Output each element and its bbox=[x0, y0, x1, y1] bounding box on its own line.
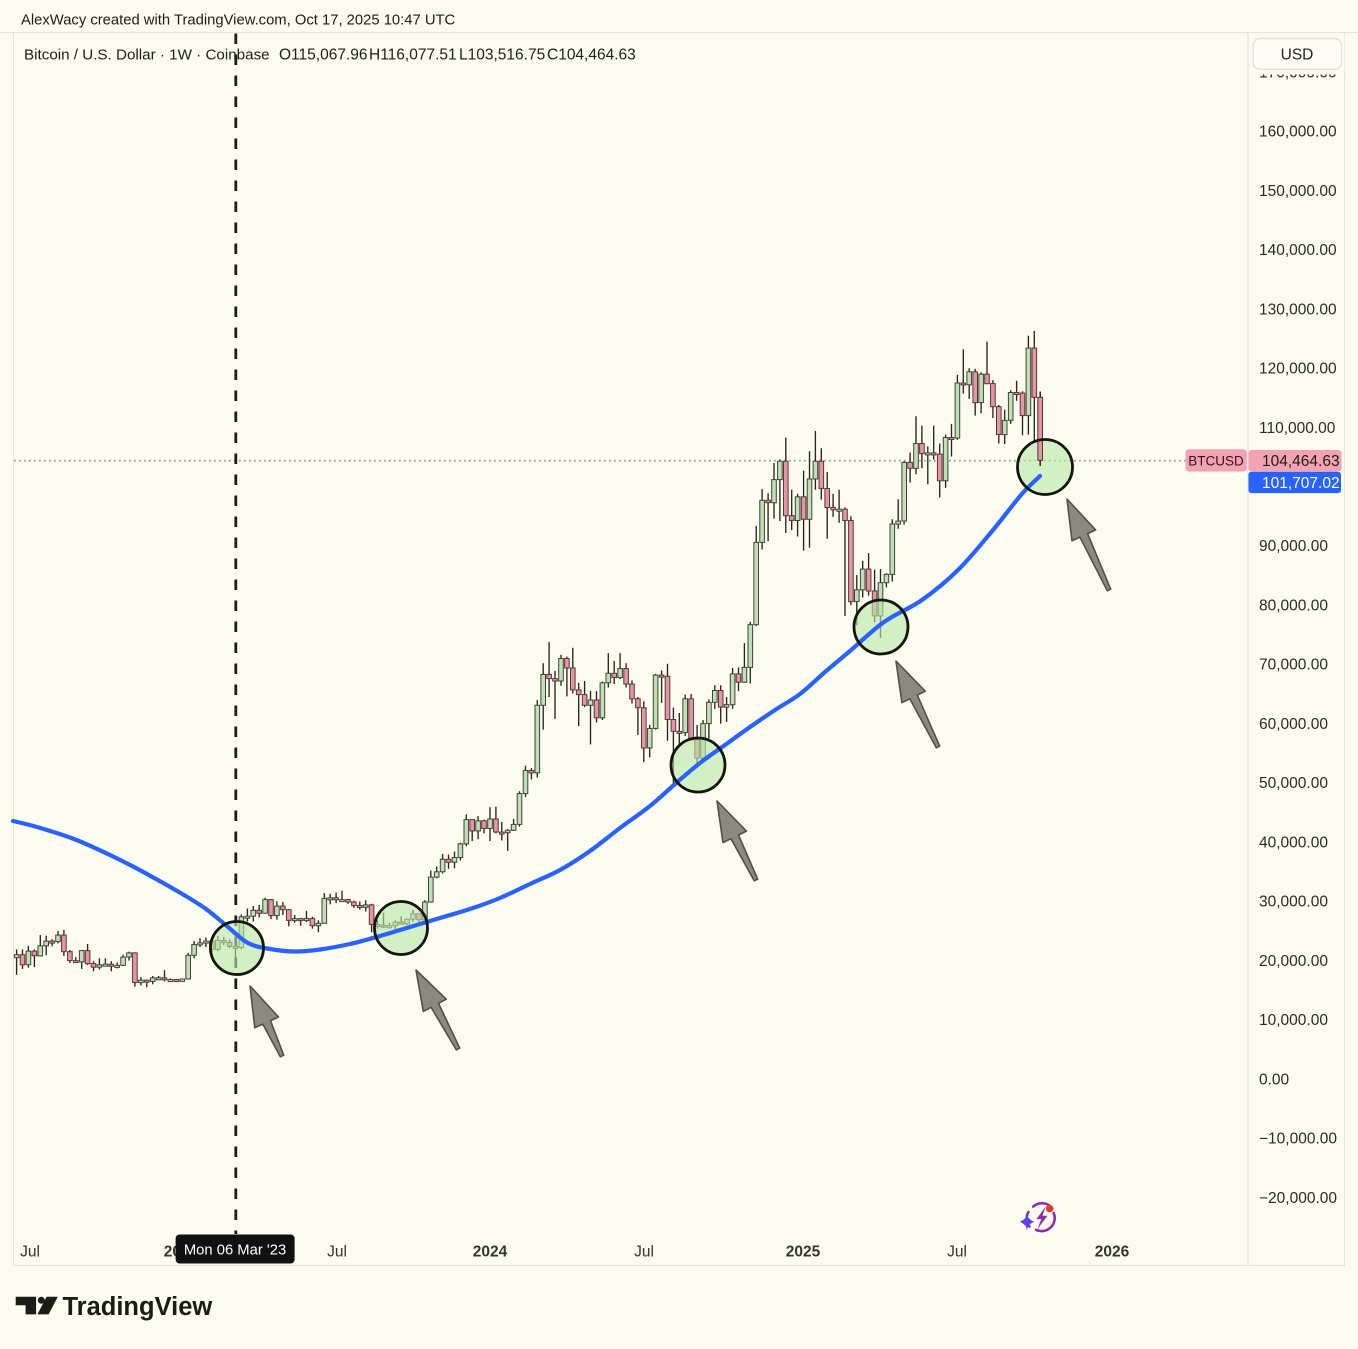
svg-text:−20,000.00: −20,000.00 bbox=[1259, 1190, 1337, 1207]
svg-text:O115,067.96: O115,067.96 bbox=[279, 47, 367, 64]
svg-text:USD: USD bbox=[1281, 47, 1314, 64]
svg-text:50,000.00: 50,000.00 bbox=[1259, 775, 1328, 792]
svg-text:80,000.00: 80,000.00 bbox=[1259, 598, 1328, 615]
svg-text:H116,077.51: H116,077.51 bbox=[369, 47, 457, 64]
svg-text:L103,516.75: L103,516.75 bbox=[459, 47, 545, 64]
svg-text:104,464.63: 104,464.63 bbox=[1262, 453, 1340, 470]
svg-text:20,000.00: 20,000.00 bbox=[1259, 953, 1328, 970]
svg-text:30,000.00: 30,000.00 bbox=[1259, 894, 1328, 911]
svg-text:Jul: Jul bbox=[327, 1244, 347, 1261]
svg-text:60,000.00: 60,000.00 bbox=[1259, 716, 1328, 733]
svg-text:130,000.00: 130,000.00 bbox=[1259, 301, 1337, 318]
svg-text:TradingView: TradingView bbox=[63, 1293, 213, 1321]
svg-text:150,000.00: 150,000.00 bbox=[1259, 183, 1337, 200]
svg-text:101,707.02: 101,707.02 bbox=[1262, 475, 1340, 492]
svg-text:Mon 06 Mar '23: Mon 06 Mar '23 bbox=[184, 1242, 286, 1258]
svg-text:0.00: 0.00 bbox=[1259, 1071, 1290, 1088]
svg-text:70,000.00: 70,000.00 bbox=[1259, 657, 1328, 674]
svg-text:2026: 2026 bbox=[1095, 1244, 1130, 1261]
svg-text:BTCUSD: BTCUSD bbox=[1188, 454, 1244, 469]
svg-text:160,000.00: 160,000.00 bbox=[1259, 124, 1337, 141]
svg-text:C104,464.63: C104,464.63 bbox=[547, 47, 636, 64]
svg-text:−10,000.00: −10,000.00 bbox=[1259, 1131, 1337, 1148]
svg-text:40,000.00: 40,000.00 bbox=[1259, 834, 1328, 851]
svg-text:2025: 2025 bbox=[786, 1244, 821, 1261]
svg-text:90,000.00: 90,000.00 bbox=[1259, 538, 1328, 555]
svg-text:110,000.00: 110,000.00 bbox=[1259, 420, 1336, 437]
svg-text:120,000.00: 120,000.00 bbox=[1259, 361, 1337, 378]
svg-text:Jul: Jul bbox=[634, 1244, 654, 1261]
svg-text:Jul: Jul bbox=[947, 1244, 967, 1261]
svg-text:140,000.00: 140,000.00 bbox=[1259, 242, 1337, 259]
svg-text:2024: 2024 bbox=[473, 1244, 508, 1261]
svg-text:Jul: Jul bbox=[20, 1244, 40, 1261]
svg-text:10,000.00: 10,000.00 bbox=[1259, 1012, 1328, 1029]
svg-text:Bitcoin / U.S. Dollar · 1W · C: Bitcoin / U.S. Dollar · 1W · Coinbase bbox=[24, 47, 270, 64]
svg-text:AlexWacy created with TradingV: AlexWacy created with TradingView.com, O… bbox=[21, 12, 456, 28]
